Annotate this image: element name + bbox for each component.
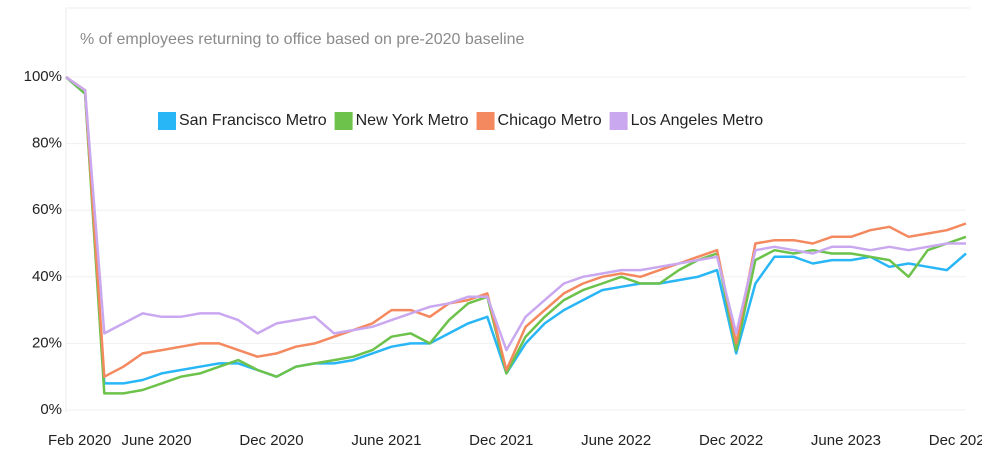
y-tick-label: 80% <box>32 135 62 152</box>
x-tick-label: June 2020 <box>122 432 192 449</box>
legend-label: San Francisco Metro <box>179 112 327 129</box>
x-tick-label: Dec 2020 <box>239 432 303 449</box>
legend-label: Los Angeles Metro <box>631 112 764 129</box>
x-tick-label: Feb 2020 <box>48 432 111 449</box>
y-tick-label: 40% <box>32 268 62 285</box>
series-line <box>65 75 966 352</box>
chart-title: % of employees returning to office based… <box>80 31 525 48</box>
x-tick-label: June 2022 <box>581 432 651 449</box>
x-tick-label: Dec 2023 <box>929 432 982 449</box>
legend-swatch <box>334 112 353 130</box>
legend-label: New York Metro <box>356 112 469 129</box>
x-tick-label: Dec 2021 <box>469 432 533 449</box>
x-tick-label: June 2021 <box>351 432 421 449</box>
series-line <box>65 76 967 385</box>
legend-label: Chicago Metro <box>498 112 602 129</box>
series-line <box>65 76 967 395</box>
y-tick-label: 0% <box>40 401 62 418</box>
y-tick-label: 60% <box>32 201 62 218</box>
y-tick-label: 100% <box>24 68 62 85</box>
legend-swatch <box>609 112 628 130</box>
x-tick-label: June 2023 <box>811 432 881 449</box>
series-line <box>65 75 967 378</box>
legend-swatch <box>158 112 176 130</box>
legend-swatch <box>476 112 495 130</box>
y-tick-label: 20% <box>32 334 62 351</box>
x-tick-label: Dec 2022 <box>699 432 763 449</box>
